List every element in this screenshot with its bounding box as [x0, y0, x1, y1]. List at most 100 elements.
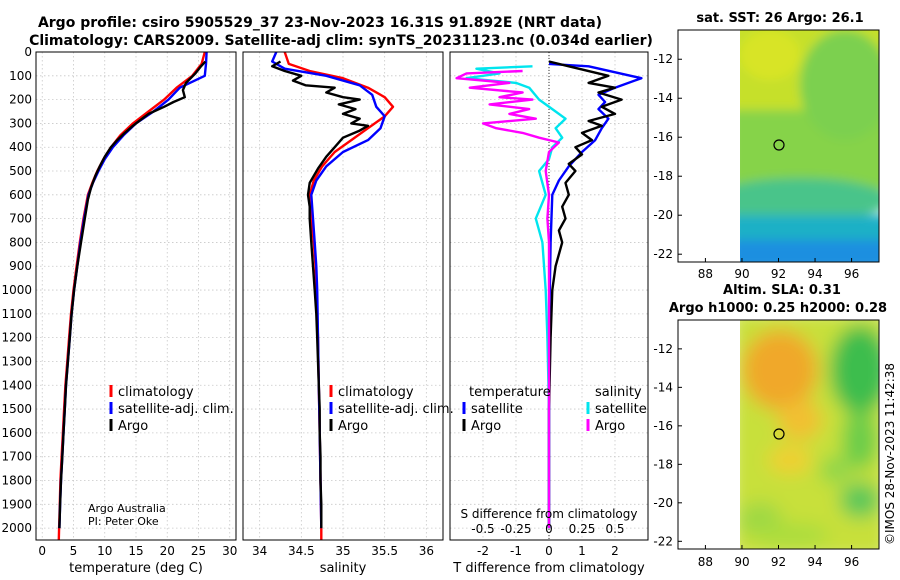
sla-map-title-line1: Altim. SLA: 0.31: [723, 283, 841, 298]
lat-tick-label: -18: [653, 457, 673, 471]
depth-tick-label: 600: [9, 188, 32, 202]
salinity-grid: [243, 51, 443, 540]
series-line-t-satellite: [547, 62, 643, 529]
lat-tick-label: -16: [653, 130, 673, 144]
legend-climatology-label: climatology: [338, 385, 414, 400]
credit-org: Argo Australia: [88, 502, 166, 515]
temperature-panel: 0100200300400500600700800900100011001200…: [1, 45, 237, 576]
salinity-legend: climatology satellite-adj. clim. Argo: [329, 385, 454, 434]
x-tick-label: 0: [545, 544, 553, 558]
sla-lon-tick-labels: 88 90 92 94 96: [698, 545, 859, 569]
x-tick-label: 10: [97, 544, 112, 558]
depth-tick-label: 900: [9, 259, 32, 273]
x-tick-label: 2: [611, 544, 619, 558]
difference-frame: [449, 51, 649, 541]
lat-tick-label: -12: [653, 52, 673, 66]
depth-tick-label: 800: [9, 235, 32, 249]
lon-tick-label: 94: [807, 555, 822, 569]
salinity-frame: [242, 51, 444, 541]
lon-tick-label: 88: [698, 555, 713, 569]
x-tick-label: 0: [38, 544, 46, 558]
difference-legend: temperature satellite Argo salinity sate…: [462, 385, 647, 434]
x-tick-label: 5: [70, 544, 78, 558]
x-tick-label: 35: [335, 544, 350, 558]
sst-map-panel: sat. SST: 26 Argo: 26.1 -12-14-16-18-20-…: [653, 11, 880, 281]
depth-tick-label: 700: [9, 212, 32, 226]
legend-t-satellite-label: satellite: [471, 402, 523, 417]
t-difference-tick-labels: -2 -1 0 1 2: [477, 544, 619, 558]
legend-s-argo-label: Argo: [595, 419, 625, 434]
legend-climatology-label: climatology: [118, 385, 194, 400]
legend-argo-label: Argo: [338, 419, 368, 434]
depth-tick-label: 1900: [1, 497, 32, 511]
x-tick-label: 20: [160, 544, 175, 558]
temperature-frame: [35, 51, 237, 541]
depth-tick-label: 400: [9, 140, 32, 154]
lat-tick-label: -18: [653, 169, 673, 183]
depth-tick-label: 1700: [1, 450, 32, 464]
x-tick-label: -2: [477, 544, 489, 558]
sst-argo-location-marker: [773, 139, 785, 151]
depth-tick-label: 100: [9, 69, 32, 83]
lon-tick-label: 96: [844, 555, 859, 569]
s-tick-label: -0.5: [471, 522, 494, 536]
temperature-xlabel: temperature (deg C): [69, 561, 203, 576]
depth-tick-label: 200: [9, 93, 32, 107]
legend-satellite-label: satellite-adj. clim.: [118, 402, 234, 417]
s-tick-label: 0: [545, 522, 553, 536]
x-tick-label: 15: [128, 544, 143, 558]
depth-tick-labels: 0 100 200 300 400 500 600 700 800 900 1000 1100 1200…: [1, 45, 32, 535]
x-tick-label: 25: [191, 544, 206, 558]
lon-tick-label: 92: [771, 555, 786, 569]
x-tick-label: 30: [222, 544, 237, 558]
series-line-t-argo: [547, 60, 623, 529]
sla-field: [740, 320, 879, 549]
sla-map-panel: Altim. SLA: 0.31 Argo h1000: 0.25 h2000:…: [653, 283, 887, 569]
s-tick-label: -0.25: [500, 522, 531, 536]
x-tick-label: 36: [419, 544, 434, 558]
depth-tick-label: 1400: [1, 378, 32, 392]
lon-tick-label: 94: [807, 267, 822, 281]
lat-tick-label: -20: [653, 496, 673, 510]
credit-pi: PI: Peter Oke: [88, 515, 159, 528]
lat-tick-label: -14: [653, 91, 673, 105]
x-tick-label: 34.5: [288, 544, 315, 558]
lat-tick-label: -12: [653, 342, 673, 356]
depth-tick-label: 500: [9, 164, 32, 178]
lon-tick-label: 92: [771, 267, 786, 281]
legend-t-argo-label: Argo: [471, 419, 501, 434]
series-line-argo: [271, 60, 370, 529]
depth-tick-label: 1600: [1, 426, 32, 440]
sst-lon-tick-labels: 88 90 92 94 96: [698, 258, 859, 281]
legend-temperature-title: temperature: [469, 385, 551, 400]
temperature-tick-labels: 0 5 10 15 20 25 30: [38, 544, 237, 558]
s-difference-label: S difference from climatology: [461, 507, 638, 521]
s-difference-tick-labels: -0.5 -0.25 0 0.25 0.5: [471, 522, 624, 536]
temperature-series: [57, 51, 208, 541]
x-tick-label: -1: [510, 544, 522, 558]
temperature-grid: [36, 51, 236, 540]
depth-tick-label: 1000: [1, 283, 32, 297]
series-line-s-argo: [455, 69, 561, 529]
salinity-panel: 34 34.5 35 35.5 36 salinity climatology sate…: [242, 51, 454, 576]
lat-tick-label: -22: [653, 534, 673, 548]
difference-series: [455, 60, 643, 529]
lat-tick-label: -16: [653, 419, 673, 433]
sla-argo-location-marker: [773, 428, 785, 440]
legend-salinity-title: salinity: [595, 385, 642, 400]
depth-tick-label: 1500: [1, 402, 32, 416]
x-tick-label: 34: [252, 544, 267, 558]
series-line-argo: [58, 60, 207, 529]
temperature-legend: climatology satellite-adj. clim. Argo: [109, 385, 234, 434]
s-tick-label: 0.25: [569, 522, 596, 536]
lon-tick-label: 90: [734, 267, 749, 281]
salinity-xlabel: salinity: [320, 561, 367, 576]
lon-tick-label: 96: [844, 267, 859, 281]
figure-title-line1: Argo profile: csiro 5905529_37 23-Nov-20…: [38, 15, 602, 31]
sst-lat-tick-labels: -12 -14 -16 -18 -20 -22: [653, 52, 682, 261]
salinity-tick-labels: 34 34.5 35 35.5 36: [252, 544, 434, 558]
depth-tick-label: 1300: [1, 354, 32, 368]
depth-tick-label: 300: [9, 116, 32, 130]
sst-map-title: sat. SST: 26 Argo: 26.1: [696, 11, 863, 26]
